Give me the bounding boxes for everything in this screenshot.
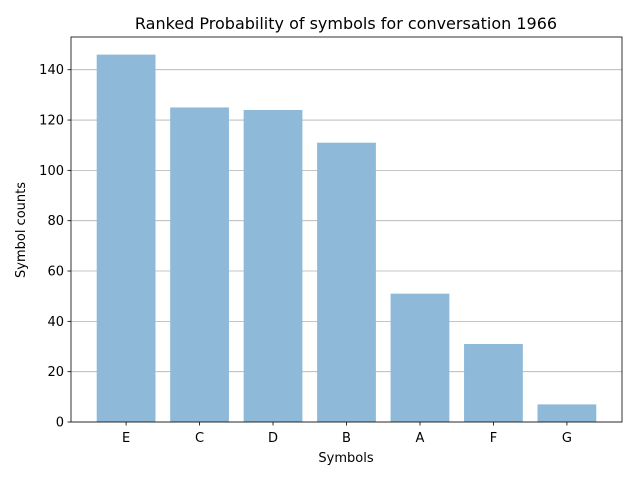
bar-G bbox=[537, 404, 597, 422]
bars bbox=[96, 54, 597, 423]
y-axis-label: Symbol counts bbox=[14, 182, 29, 278]
y-tick-label: 140 bbox=[39, 63, 64, 78]
y-ticks: 0 20 40 60 80 100 120 140 bbox=[39, 63, 71, 431]
x-tick-label: A bbox=[416, 431, 425, 446]
bar-E bbox=[96, 54, 156, 422]
bar-D bbox=[243, 109, 303, 423]
x-tick-label: D bbox=[268, 431, 278, 446]
x-tick-label: C bbox=[195, 431, 204, 446]
y-tick-label: 100 bbox=[39, 164, 64, 179]
bar-A bbox=[390, 293, 450, 422]
y-tick-label: 120 bbox=[39, 114, 64, 129]
x-tick-label: E bbox=[122, 431, 130, 446]
x-tick-label: B bbox=[342, 431, 351, 446]
y-tick-label: 40 bbox=[47, 315, 64, 330]
x-tick-label: F bbox=[490, 431, 497, 446]
y-tick-label: 60 bbox=[47, 265, 64, 280]
y-tick-label: 0 bbox=[56, 416, 64, 431]
bar-C bbox=[170, 107, 229, 422]
x-axis-label: Symbols bbox=[318, 451, 373, 466]
bar-F bbox=[464, 343, 523, 422]
x-tick-label: G bbox=[562, 431, 572, 446]
y-tick-label: 80 bbox=[47, 214, 64, 229]
chart-title: Ranked Probability of symbols for conver… bbox=[135, 14, 557, 33]
y-tick-label: 20 bbox=[47, 365, 64, 380]
bar-B bbox=[317, 142, 376, 422]
